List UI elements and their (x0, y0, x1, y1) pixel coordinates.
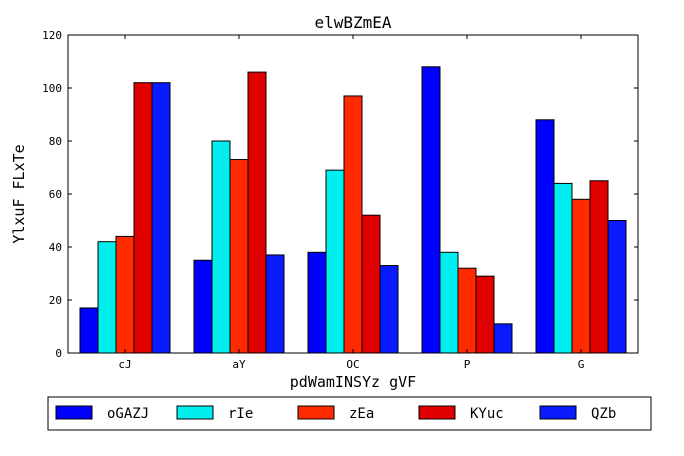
bar-oGAZJ-aY (193, 259, 213, 354)
legend: oGAZJ rIe zEa KYuc QZb (47, 396, 652, 431)
bar-rIe-cJ (97, 241, 117, 354)
y-tick-label: 0 (55, 347, 62, 360)
x-axis-label: pdWamINSYz gVF (290, 373, 416, 391)
y-tick-label: 80 (49, 135, 62, 148)
bar-oGAZJ-G (535, 119, 555, 354)
y-axis-label: YlxuF FLxTe (10, 144, 28, 243)
bar-zEa-OC (343, 95, 363, 354)
bar-KYuc-G (589, 180, 609, 354)
legend-swatch-QZb (539, 405, 577, 420)
y-tick-label: 100 (42, 82, 62, 95)
x-tick-label: OC (346, 358, 359, 371)
x-tick-label: G (578, 358, 585, 371)
bar-rIe-P (439, 251, 459, 354)
bar-QZb-cJ (151, 82, 171, 354)
legend-swatch-zEa (297, 405, 335, 420)
y-tick-label: 20 (49, 294, 62, 307)
bar-rIe-G (553, 182, 573, 354)
ticks-layer: 0 20 40 60 80 100 120 cJ aY OC P G (42, 29, 638, 371)
bars-layer (79, 66, 627, 354)
legend-swatch-KYuc (418, 405, 456, 420)
bar-zEa-G (571, 198, 591, 354)
bar-zEa-P (457, 267, 477, 354)
x-tick-label: P (464, 358, 471, 371)
legend-swatch-oGAZJ (55, 405, 93, 420)
x-tick-label: aY (232, 358, 246, 371)
legend-swatch-rIe (176, 405, 214, 420)
legend-label-KYuc: KYuc (470, 406, 504, 422)
bar-QZb-P (493, 323, 513, 354)
legend-label-oGAZJ: oGAZJ (107, 406, 149, 422)
bar-QZb-OC (379, 265, 399, 354)
bar-oGAZJ-cJ (79, 307, 99, 354)
bar-oGAZJ-P (421, 66, 441, 354)
bar-QZb-aY (265, 254, 285, 354)
y-tick-label: 40 (49, 241, 62, 254)
bar-KYuc-OC (361, 214, 381, 354)
y-tick-label: 120 (42, 29, 62, 42)
y-tick-label: 60 (49, 188, 62, 201)
bar-KYuc-aY (247, 71, 267, 354)
bar-QZb-G (607, 220, 627, 354)
legend-label-zEa: zEa (349, 406, 374, 422)
legend-label-rIe: rIe (228, 406, 253, 422)
legend-label-QZb: QZb (591, 406, 616, 422)
x-tick-label: cJ (118, 358, 131, 371)
bar-rIe-aY (211, 140, 231, 354)
bar-KYuc-cJ (133, 82, 153, 354)
bar-rIe-OC (325, 169, 345, 354)
bar-KYuc-P (475, 275, 495, 354)
chart-title: elwBZmEA (314, 13, 391, 32)
bar-zEa-aY (229, 159, 249, 354)
bar-oGAZJ-OC (307, 251, 327, 354)
bar-zEa-cJ (115, 235, 135, 354)
